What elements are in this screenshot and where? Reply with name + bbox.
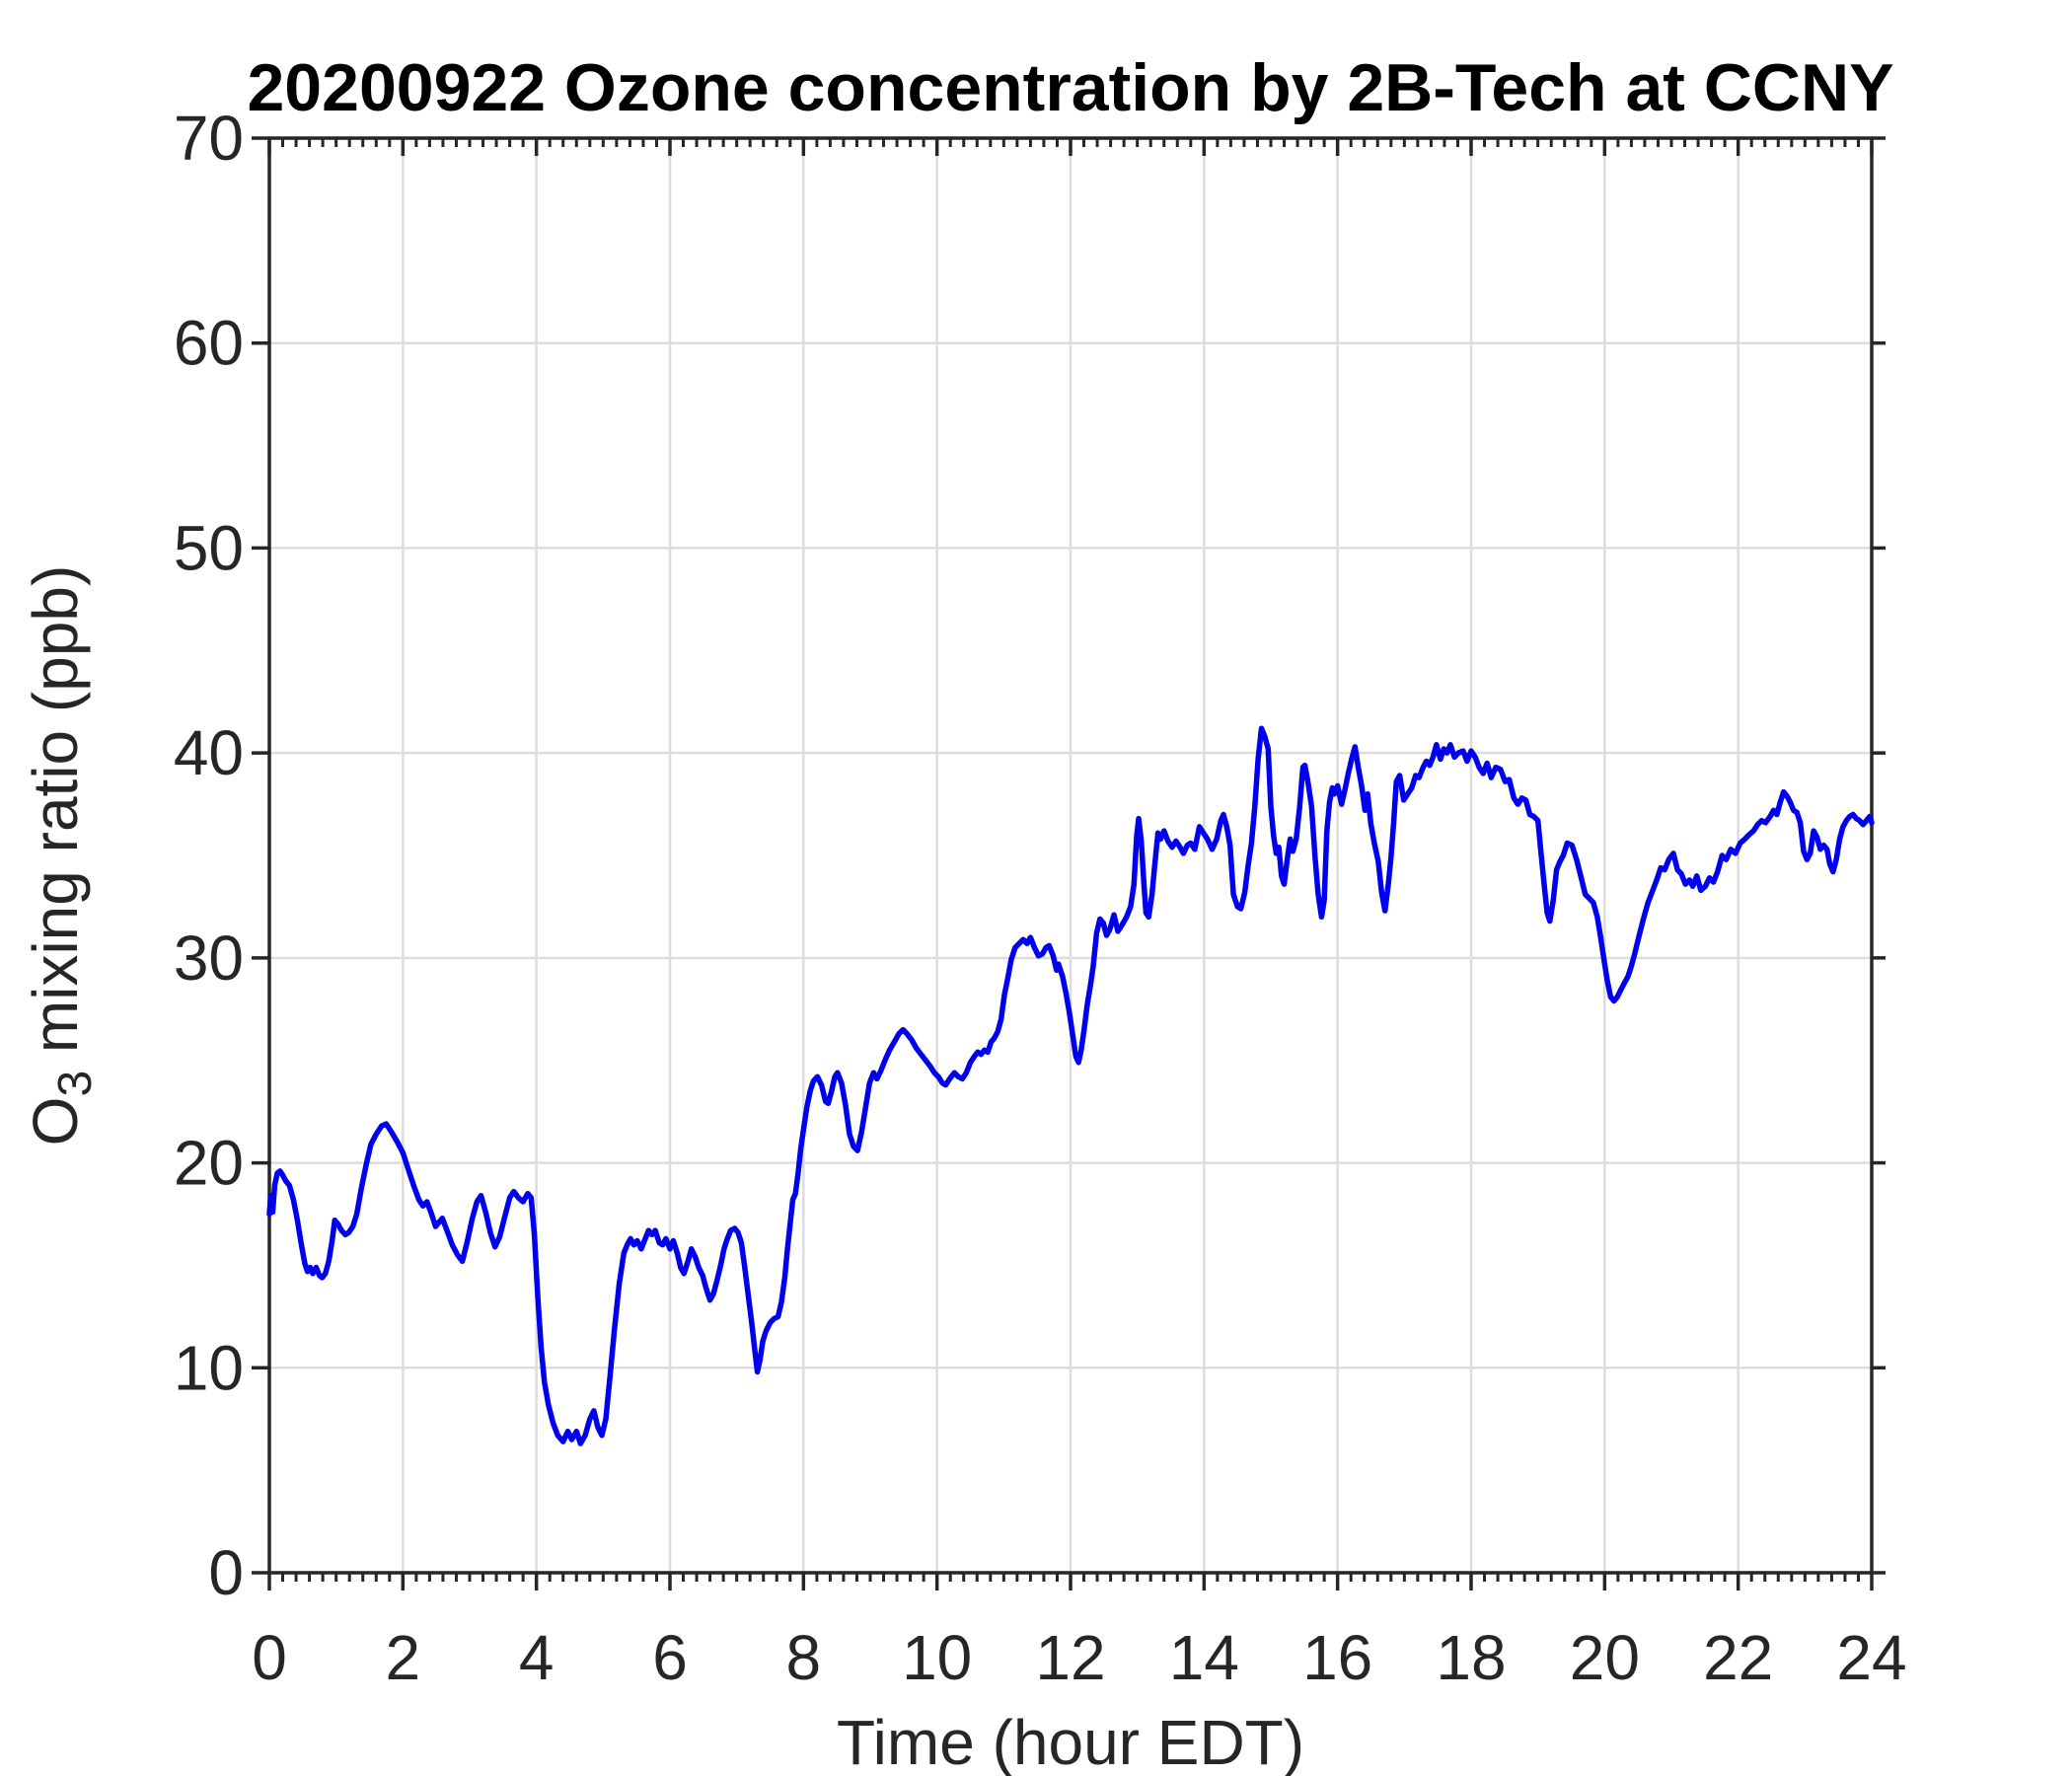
x-tick-label-0: 0 (252, 1622, 287, 1693)
data-line-O3 mixing ratio (266, 725, 1875, 1446)
plot-box (267, 136, 1874, 1575)
x-tick-label-4: 4 (519, 1622, 555, 1693)
x-tick-label-16: 16 (1302, 1622, 1372, 1693)
x-tick-label-6: 6 (652, 1622, 688, 1693)
y-axis-label-rest: mixing ratio (ppb) (20, 565, 91, 1071)
y-tick-label-40: 40 (174, 717, 244, 788)
x-tick-label-14: 14 (1169, 1622, 1239, 1693)
x-axis-label: Time (hour EDT) (837, 1707, 1304, 1776)
y-tick-label-60: 60 (174, 308, 244, 379)
x-tick-label-10: 10 (902, 1622, 972, 1693)
y-tick-label-70: 70 (174, 103, 244, 174)
y-tick-label-50: 50 (174, 512, 244, 583)
x-tick-label-2: 2 (386, 1622, 421, 1693)
x-tick-label-12: 12 (1035, 1622, 1105, 1693)
x-tick-labels: 0 2 4 6 8 10 12 14 16 18 20 22 24 (252, 1622, 1906, 1693)
axes-box (267, 136, 1874, 1575)
x-tick-label-8: 8 (786, 1622, 822, 1693)
y-axis-label-main: O (20, 1097, 91, 1147)
chart-title: 20200922 Ozone concentration by 2B-Tech … (247, 50, 1893, 125)
axis-major-ticks (252, 136, 1886, 1591)
y-tick-labels: 0 10 20 30 40 50 60 70 (174, 103, 244, 1608)
y-tick-label-20: 20 (174, 1128, 244, 1199)
x-tick-label-22: 22 (1703, 1622, 1773, 1693)
y-axis-label-subscript: 3 (49, 1071, 102, 1097)
x-tick-label-18: 18 (1436, 1622, 1506, 1693)
data-series-group (266, 725, 1875, 1446)
y-tick-label-0: 0 (208, 1537, 244, 1608)
y-tick-label-30: 30 (174, 923, 244, 994)
x-tick-label-20: 20 (1570, 1622, 1640, 1693)
y-axis-label: O3 mixing ratio (ppb) (20, 565, 102, 1147)
y-tick-label-10: 10 (174, 1332, 244, 1403)
x-tick-label-24: 24 (1836, 1622, 1906, 1693)
